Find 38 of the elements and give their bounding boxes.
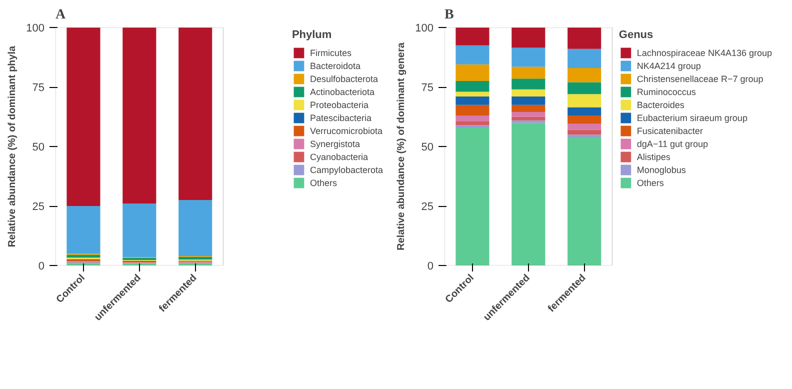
legend-label: Desulfobacterota: [310, 72, 378, 85]
legend-label: Patescibacteria: [310, 112, 372, 124]
legend-label: Fusicatenibacter: [636, 124, 703, 137]
y-axis-title: Relative abundance (%) of dominant phyla: [7, 45, 18, 248]
legend-label: Ruminococcus: [636, 86, 696, 98]
y-tick-label: 25: [421, 201, 434, 213]
legend-label: Bacteroidota: [310, 60, 360, 72]
legend-label: NK4A214 group: [636, 60, 701, 72]
legend-label: Campylobacterota: [310, 164, 383, 176]
legend-label: Proteobacteria: [310, 98, 368, 111]
legend-label: Eubacterium siraeum group: [636, 112, 748, 124]
y-axis-title: Relative abundance (%) of dominant genera: [396, 42, 408, 250]
legend-label: Bacteroides: [636, 98, 684, 111]
legend-label: Alistipes: [636, 150, 670, 163]
legend-label: Others: [310, 176, 337, 189]
y-tick-label: 75: [421, 82, 434, 94]
legend-label: dgA−11 gut group: [636, 138, 708, 150]
chart-title: A: [56, 8, 66, 22]
y-tick-label: 100: [26, 22, 45, 34]
chart-title: B: [444, 8, 454, 22]
y-tick-label: 0: [38, 260, 45, 272]
y-tick-label: 50: [32, 142, 45, 154]
y-tick-label: 50: [421, 142, 434, 154]
legend-label: Actinobacteriota: [310, 86, 374, 98]
legend-label: Christensenellaceae R−7 group: [636, 72, 764, 85]
legend-label: Synergistota: [310, 138, 360, 150]
y-tick-label: 25: [32, 201, 45, 213]
legend-label: Firmicutes: [310, 46, 352, 59]
legend-label: Verrucomicrobiota: [310, 124, 382, 137]
legend-label: Cyanobacteria: [310, 150, 368, 163]
legend-title: Genus: [618, 29, 654, 41]
legend-label: Lachnospiraceae NK4A136 group: [636, 46, 772, 59]
y-tick-label: 75: [32, 82, 45, 94]
legend-label: Others: [636, 176, 664, 189]
legend-title: Phylum: [292, 29, 333, 41]
legend-label: Monoglobus: [636, 164, 686, 176]
y-tick-label: 100: [415, 22, 434, 34]
y-tick-label: 0: [427, 260, 434, 272]
